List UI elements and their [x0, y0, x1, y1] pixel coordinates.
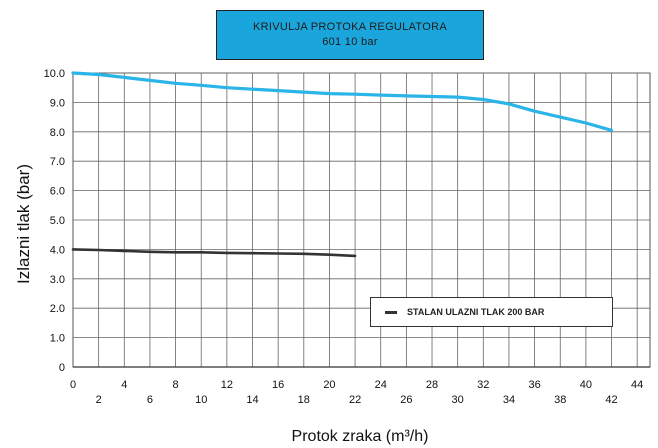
series-line-1 — [71, 71, 614, 132]
x-tick-label: 22 — [349, 394, 361, 406]
x-tick-label: 26 — [400, 394, 412, 406]
y-tick-label: 3.0 — [50, 274, 65, 286]
tick-labels: 0246810121416182022242628303234363840424… — [44, 68, 644, 406]
x-tick-label: 42 — [605, 394, 617, 406]
x-tick-label: 12 — [221, 379, 233, 391]
x-tick-label: 44 — [631, 379, 643, 391]
series-layer — [71, 71, 614, 258]
chart-subtitle: 601 10 bar — [322, 36, 378, 48]
y-tick-label: 10.0 — [44, 68, 65, 80]
series-line-2 — [71, 248, 357, 258]
x-tick-label: 4 — [121, 379, 127, 391]
x-tick-label: 6 — [147, 394, 153, 406]
x-tick-label: 18 — [298, 394, 310, 406]
x-tick-label: 30 — [452, 394, 464, 406]
x-tick-label: 2 — [96, 394, 102, 406]
y-tick-label: 0 — [59, 362, 65, 374]
chart-title: KRIVULJA PROTOKA REGULATORA — [253, 21, 447, 33]
x-tick-label: 36 — [528, 379, 540, 391]
y-axis-label: Izlazni tlak (bar) — [14, 164, 33, 284]
chart-title-box: KRIVULJA PROTOKA REGULATORA 601 10 bar — [216, 10, 484, 60]
legend-swatch — [385, 310, 397, 314]
y-tick-label: 5.0 — [50, 215, 65, 227]
x-tick-label: 0 — [70, 379, 76, 391]
x-tick-label: 38 — [554, 394, 566, 406]
x-tick-label: 32 — [477, 379, 489, 391]
x-tick-label: 34 — [503, 394, 515, 406]
y-tick-label: 8.0 — [50, 127, 65, 139]
x-axis-label: Protok zraka (m³/h) — [291, 428, 429, 445]
legend: STALAN ULAZNI TLAK 200 BAR — [370, 297, 613, 327]
legend-entry: STALAN ULAZNI TLAK 200 BAR — [407, 307, 545, 317]
x-tick-label: 14 — [246, 394, 258, 406]
y-tick-label: 9.0 — [50, 97, 65, 109]
y-tick-label: 1.0 — [50, 333, 65, 345]
grid — [72, 72, 651, 368]
y-tick-label: 4.0 — [50, 244, 65, 256]
y-tick-label: 7.0 — [50, 156, 65, 168]
x-tick-label: 20 — [323, 379, 335, 391]
x-tick-label: 40 — [580, 379, 592, 391]
x-tick-label: 8 — [173, 379, 179, 391]
x-tick-label: 24 — [375, 379, 387, 391]
x-tick-label: 16 — [272, 379, 284, 391]
y-tick-label: 2.0 — [50, 303, 65, 315]
x-tick-label: 10 — [195, 394, 207, 406]
x-tick-label: 28 — [426, 379, 438, 391]
y-tick-label: 6.0 — [50, 186, 65, 198]
